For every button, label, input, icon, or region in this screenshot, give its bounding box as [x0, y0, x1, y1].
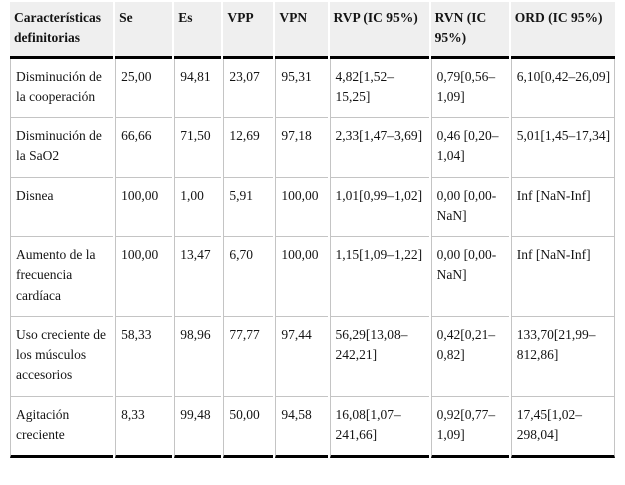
- table-cell: 56,29[13,08–242,21]: [329, 316, 429, 397]
- row-label: Agitación creciente: [10, 396, 114, 458]
- row-label: Disnea: [10, 177, 114, 237]
- row-label: Uso creciente de los músculos accesorios: [10, 316, 114, 397]
- table-cell: 1,15[1,09–1,22]: [329, 237, 429, 317]
- table-cell: 100,00: [115, 177, 173, 237]
- table-cell: 0,00 [0,00-NaN]: [430, 177, 509, 237]
- table-cell: 97,44: [275, 316, 328, 397]
- header-row: Características definitorias Se Es VPP V…: [10, 2, 615, 59]
- table-cell: 13,47: [174, 237, 222, 317]
- table-cell: 77,77: [223, 316, 274, 397]
- table-cell: 133,70[21,99–812,86]: [510, 316, 615, 397]
- table-cell: 16,08[1,07–241,66]: [329, 396, 429, 458]
- table-row: Disminución de la cooperación 25,00 94,8…: [10, 58, 615, 118]
- column-header-rvn: RVN (IC 95%): [430, 2, 509, 59]
- column-header-rvp: RVP (IC 95%): [329, 2, 429, 59]
- table-cell: 71,50: [174, 118, 222, 178]
- table-cell: 5,91: [223, 177, 274, 237]
- table-cell: 97,18: [275, 118, 328, 178]
- table-cell: 66,66: [115, 118, 173, 178]
- table-cell: 99,48: [174, 396, 222, 458]
- column-header-se: Se: [115, 2, 173, 59]
- column-header-ord: ORD (IC 95%): [510, 2, 615, 59]
- table-cell: 0,46 [0,20–1,04]: [430, 118, 509, 178]
- table-cell: 100,00: [115, 237, 173, 317]
- table-cell: 94,58: [275, 396, 328, 458]
- table-cell: 0,92[0,77–1,09]: [430, 396, 509, 458]
- column-header-caracteristicas: Características definitorias: [10, 2, 114, 59]
- table-row: Aumento de la frecuencia cardíaca 100,00…: [10, 237, 615, 317]
- row-label: Disminución de la cooperación: [10, 58, 114, 118]
- table-row: Disnea 100,00 1,00 5,91 100,00 1,01[0,99…: [10, 177, 615, 237]
- row-label: Disminución de la SaO2: [10, 118, 114, 178]
- diagnostic-accuracy-table: Características definitorias Se Es VPP V…: [8, 2, 617, 458]
- table-cell: 12,69: [223, 118, 274, 178]
- table-cell: 4,82[1,52–15,25]: [329, 58, 429, 118]
- table-cell: 23,07: [223, 58, 274, 118]
- table-cell: Inf [NaN-Inf]: [510, 177, 615, 237]
- table-cell: 2,33[1,47–3,69]: [329, 118, 429, 178]
- table-cell: 0,00 [0,00-NaN]: [430, 237, 509, 317]
- row-label: Aumento de la frecuencia cardíaca: [10, 237, 114, 317]
- table-cell: 94,81: [174, 58, 222, 118]
- table-cell: 5,01[1,45–17,34]: [510, 118, 615, 178]
- table-cell: 0,42[0,21–0,82]: [430, 316, 509, 397]
- table-cell: 0,79[0,56–1,09]: [430, 58, 509, 118]
- column-header-vpp: VPP: [223, 2, 274, 59]
- table-cell: 100,00: [275, 237, 328, 317]
- table-cell: 6,10[0,42–26,09]: [510, 58, 615, 118]
- table-row: Disminución de la SaO2 66,66 71,50 12,69…: [10, 118, 615, 178]
- table-row: Uso creciente de los músculos accesorios…: [10, 316, 615, 397]
- table-cell: 58,33: [115, 316, 173, 397]
- table-cell: 95,31: [275, 58, 328, 118]
- table-cell: 100,00: [275, 177, 328, 237]
- table-cell: Inf [NaN-Inf]: [510, 237, 615, 317]
- table-cell: 25,00: [115, 58, 173, 118]
- column-header-es: Es: [174, 2, 222, 59]
- table-cell: 17,45[1,02–298,04]: [510, 396, 615, 458]
- table-cell: 1,00: [174, 177, 222, 237]
- table-row: Agitación creciente 8,33 99,48 50,00 94,…: [10, 396, 615, 458]
- table-cell: 6,70: [223, 237, 274, 317]
- column-header-vpn: VPN: [275, 2, 328, 59]
- table-cell: 8,33: [115, 396, 173, 458]
- table-cell: 1,01[0,99–1,02]: [329, 177, 429, 237]
- table-cell: 98,96: [174, 316, 222, 397]
- table-cell: 50,00: [223, 396, 274, 458]
